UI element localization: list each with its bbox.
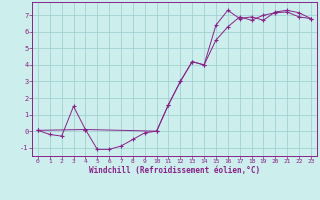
X-axis label: Windchill (Refroidissement éolien,°C): Windchill (Refroidissement éolien,°C) [89, 166, 260, 175]
